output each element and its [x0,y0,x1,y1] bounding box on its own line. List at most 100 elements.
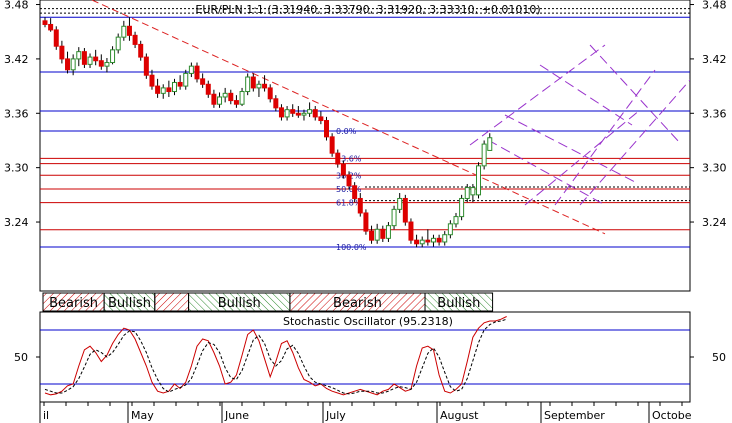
candle-body-42 [278,107,284,118]
candle-body-6 [76,51,82,60]
fib-level-label-3: 50.0% [336,185,362,194]
candle-body-38 [256,83,262,89]
candle-body-41 [273,98,279,109]
candle-body-19 [149,74,155,87]
candle-body-1 [48,23,54,31]
candle-body-74 [459,197,465,218]
price-tick-label-right-4: 3.48 [702,0,727,12]
x-month-label-0: il [43,409,49,422]
x-month-label-5: September [544,409,605,422]
fan-line-up-2 [554,69,656,206]
band-label-5: Bullish [437,296,480,311]
price-tick-label-right-2: 3.36 [702,107,727,120]
candle-body-54 [346,174,352,187]
candle-body-15 [126,25,132,36]
candle-body-35 [239,91,245,105]
band-label-4: Bearish [333,296,382,311]
candle-body-50 [324,120,329,138]
price-tick-label-right-1: 3.30 [702,162,727,175]
candle-body-47 [307,109,313,114]
candle-body-17 [138,43,144,58]
price-tick-label-left-0: 3.24 [4,216,29,229]
fib-level-label-5: 100.0% [336,243,367,252]
fib-level-label-4: 61.8% [336,199,362,208]
trend-band-strip: Bearish Bullish Bullish Bearish Bullish [42,292,494,312]
candle-body-48 [312,109,318,118]
candle-body-61 [385,225,391,239]
candle-body-28 [200,78,206,85]
candle-body-75 [464,187,470,199]
candle-body-26 [188,65,194,74]
fan-line-up-3 [579,79,690,206]
candle-body-64 [402,197,408,223]
candle-body-3 [59,45,65,60]
candle-body-60 [380,228,386,239]
candle-body-13 [115,36,121,51]
candle-body-11 [104,62,110,67]
fib-level-label-0: 0.0% [336,127,357,136]
candle-body-69 [430,237,436,243]
candle-body-45 [295,112,301,116]
candle-body-29 [205,83,211,95]
candle-body-76 [470,187,476,196]
candle-body-52 [335,152,341,165]
x-month-label-3: July [325,409,346,422]
x-axis: il May June July August September Octobe [39,402,692,423]
candle-body-57 [363,212,369,232]
candle-body-22 [166,87,172,93]
band-5 [424,292,494,312]
stochastic-lines [40,316,690,396]
candle-body-37 [250,76,256,89]
x-month-label-1: May [131,409,154,422]
candle-body-0 [42,20,48,25]
candle-body-5 [70,58,76,71]
candle-body-8 [87,56,93,65]
candle-body-24 [177,81,183,87]
candle-body-71 [442,234,448,243]
candle-body-4 [65,58,71,71]
band-label-3: Bullish [218,296,261,311]
price-tick-label-left-4: 3.48 [4,0,29,12]
band-2 [154,292,190,312]
downtrend-line [91,0,606,235]
candle-body-40 [267,87,273,100]
price-panel [39,0,691,292]
candle-body-31 [217,96,223,105]
stochastic-title: Stochastic Oscillator (95.2318) [283,315,453,328]
price-tick-label-right-3: 3.42 [702,53,727,66]
candles [42,17,493,248]
candle-body-59 [374,228,380,241]
candle-body-32 [222,92,228,98]
candle-body-23 [171,81,177,93]
candle-body-62 [391,208,397,227]
candle-body-66 [414,239,420,245]
band-label-1: Bullish [108,296,151,311]
candle-body-33 [228,92,234,102]
candle-body-18 [143,56,149,76]
stochastic-tick-label-left-0: 50 [14,351,28,364]
candle-body-36 [245,76,251,93]
candle-body-72 [447,223,453,236]
fib-level-label-1: 23.6% [336,154,362,163]
candle-body-39 [262,83,268,89]
fan-line-down-2 [589,44,681,144]
candle-body-55 [352,185,358,199]
candle-body-2 [53,29,59,47]
fan-line-down-3 [504,114,636,183]
candle-body-78 [481,143,487,167]
stochastic-series-1 [44,318,507,395]
trend-lines [91,0,690,235]
candle-body-16 [132,34,138,45]
fibonacci-retracement: 0.0%23.6%38.2%50.0%61.8%100.0% [40,127,690,252]
candle-body-67 [419,239,425,245]
fan-line-down-0 [487,139,606,206]
band-label-0: Bearish [49,296,98,311]
candle-body-63 [397,197,403,210]
x-month-label-4: August [440,409,479,422]
candle-body-9 [93,56,99,62]
candle-body-44 [290,109,296,114]
x-month-label-2: June [224,409,249,422]
candle-body-58 [369,230,375,241]
candle-body-73 [453,216,459,225]
fan-line-down-1 [539,64,633,126]
